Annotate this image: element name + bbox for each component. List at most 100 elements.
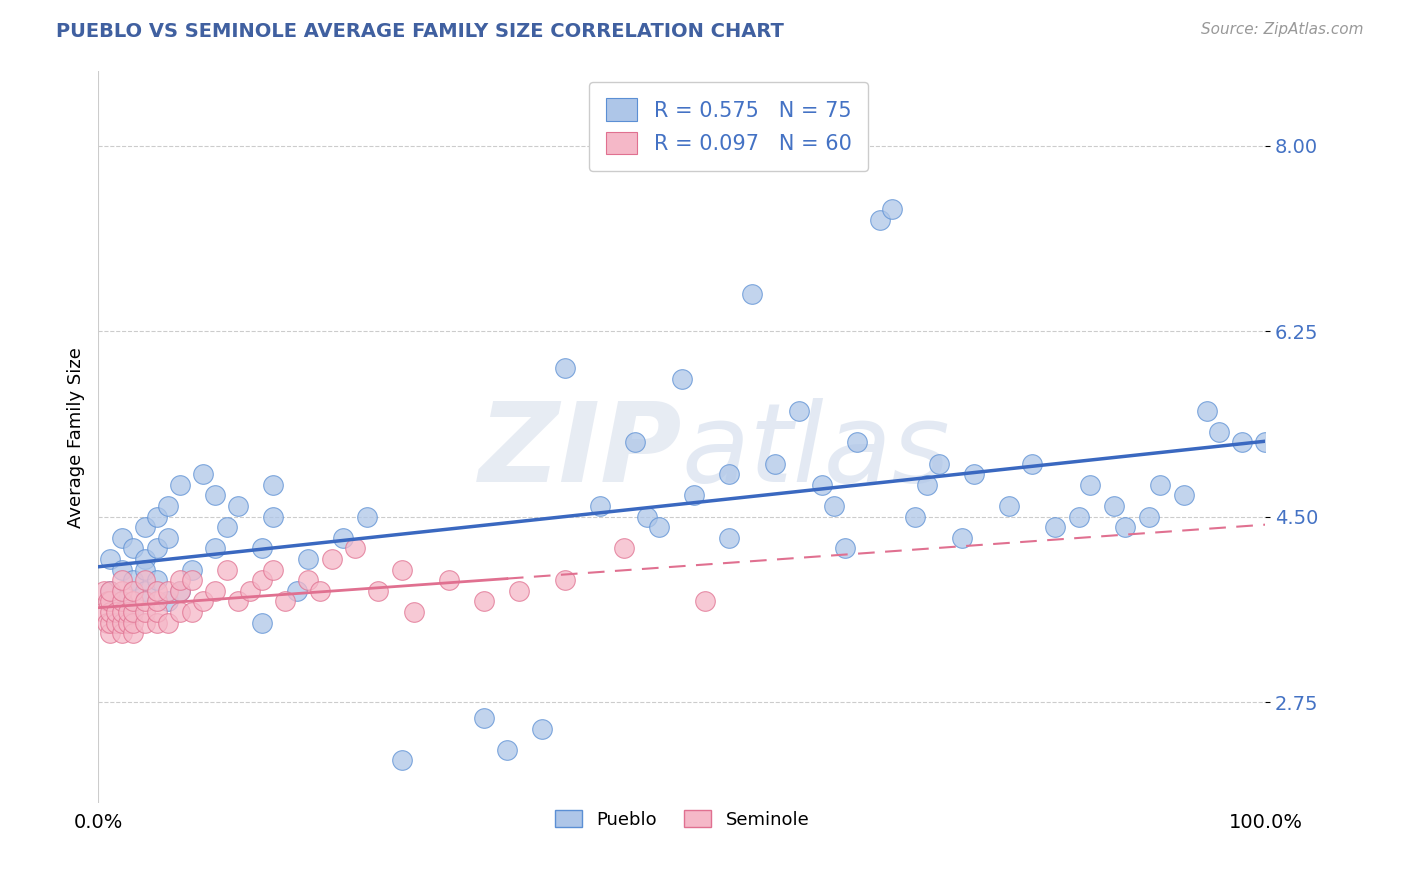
Point [823, 499, 845, 513]
Point [530, 722, 553, 736]
Point [250, 615, 273, 630]
Point [111, 573, 134, 587]
Point [111, 531, 134, 545]
Text: atlas: atlas [682, 398, 950, 505]
Point [717, 467, 740, 482]
Point [997, 499, 1019, 513]
Point [1102, 499, 1125, 513]
Point [111, 563, 134, 577]
Point [1230, 435, 1253, 450]
Point [391, 563, 413, 577]
Point [134, 520, 156, 534]
Point [204, 583, 226, 598]
Point [96, 615, 118, 630]
Point [321, 552, 343, 566]
Point [169, 477, 191, 491]
Point [554, 573, 576, 587]
Point [1080, 477, 1102, 491]
Point [157, 583, 180, 598]
Point [204, 541, 226, 556]
Point [695, 594, 717, 608]
Point [950, 531, 973, 545]
Point [496, 743, 519, 757]
Point [239, 583, 262, 598]
Point [122, 583, 145, 598]
Legend: Pueblo, Seminole: Pueblo, Seminole [546, 801, 818, 838]
Point [134, 605, 156, 619]
Point [134, 594, 156, 608]
Point [122, 615, 145, 630]
Point [880, 202, 903, 216]
Point [146, 605, 169, 619]
Point [97, 594, 120, 608]
Point [117, 615, 139, 630]
Point [763, 457, 786, 471]
Point [228, 499, 250, 513]
Point [146, 583, 169, 598]
Point [169, 573, 191, 587]
Point [1254, 435, 1277, 450]
Point [274, 594, 297, 608]
Point [193, 594, 215, 608]
Point [636, 509, 658, 524]
Point [134, 573, 156, 587]
Point [297, 552, 319, 566]
Point [98, 583, 121, 598]
Point [1173, 488, 1195, 502]
Point [98, 605, 121, 619]
Point [122, 605, 145, 619]
Point [98, 626, 121, 640]
Point [146, 541, 169, 556]
Point [554, 361, 576, 376]
Point [215, 520, 238, 534]
Point [1149, 477, 1171, 491]
Text: Source: ZipAtlas.com: Source: ZipAtlas.com [1201, 22, 1364, 37]
Point [1045, 520, 1067, 534]
Point [146, 615, 169, 630]
Point [104, 605, 127, 619]
Point [111, 594, 134, 608]
Point [787, 403, 810, 417]
Point [169, 583, 191, 598]
Point [356, 509, 378, 524]
Point [904, 509, 927, 524]
Point [111, 626, 134, 640]
Point [157, 499, 180, 513]
Text: ZIP: ZIP [478, 398, 682, 505]
Point [613, 541, 636, 556]
Point [146, 594, 169, 608]
Point [134, 552, 156, 566]
Point [134, 563, 156, 577]
Point [869, 212, 891, 227]
Point [157, 531, 180, 545]
Point [111, 615, 134, 630]
Point [98, 594, 121, 608]
Point [367, 583, 389, 598]
Point [93, 605, 115, 619]
Point [98, 583, 121, 598]
Point [624, 435, 647, 450]
Point [402, 605, 425, 619]
Point [1114, 520, 1136, 534]
Point [117, 605, 139, 619]
Point [111, 594, 134, 608]
Point [98, 615, 121, 630]
Point [180, 573, 202, 587]
Point [215, 563, 238, 577]
Point [111, 583, 134, 598]
Point [309, 583, 332, 598]
Point [647, 520, 669, 534]
Point [962, 467, 984, 482]
Point [122, 605, 145, 619]
Y-axis label: Average Family Size: Average Family Size [66, 347, 84, 527]
Point [1208, 425, 1230, 439]
Point [262, 477, 284, 491]
Point [250, 573, 273, 587]
Point [98, 552, 121, 566]
Point [332, 531, 354, 545]
Point [250, 541, 273, 556]
Point [472, 594, 495, 608]
Point [589, 499, 612, 513]
Point [193, 467, 215, 482]
Point [344, 541, 367, 556]
